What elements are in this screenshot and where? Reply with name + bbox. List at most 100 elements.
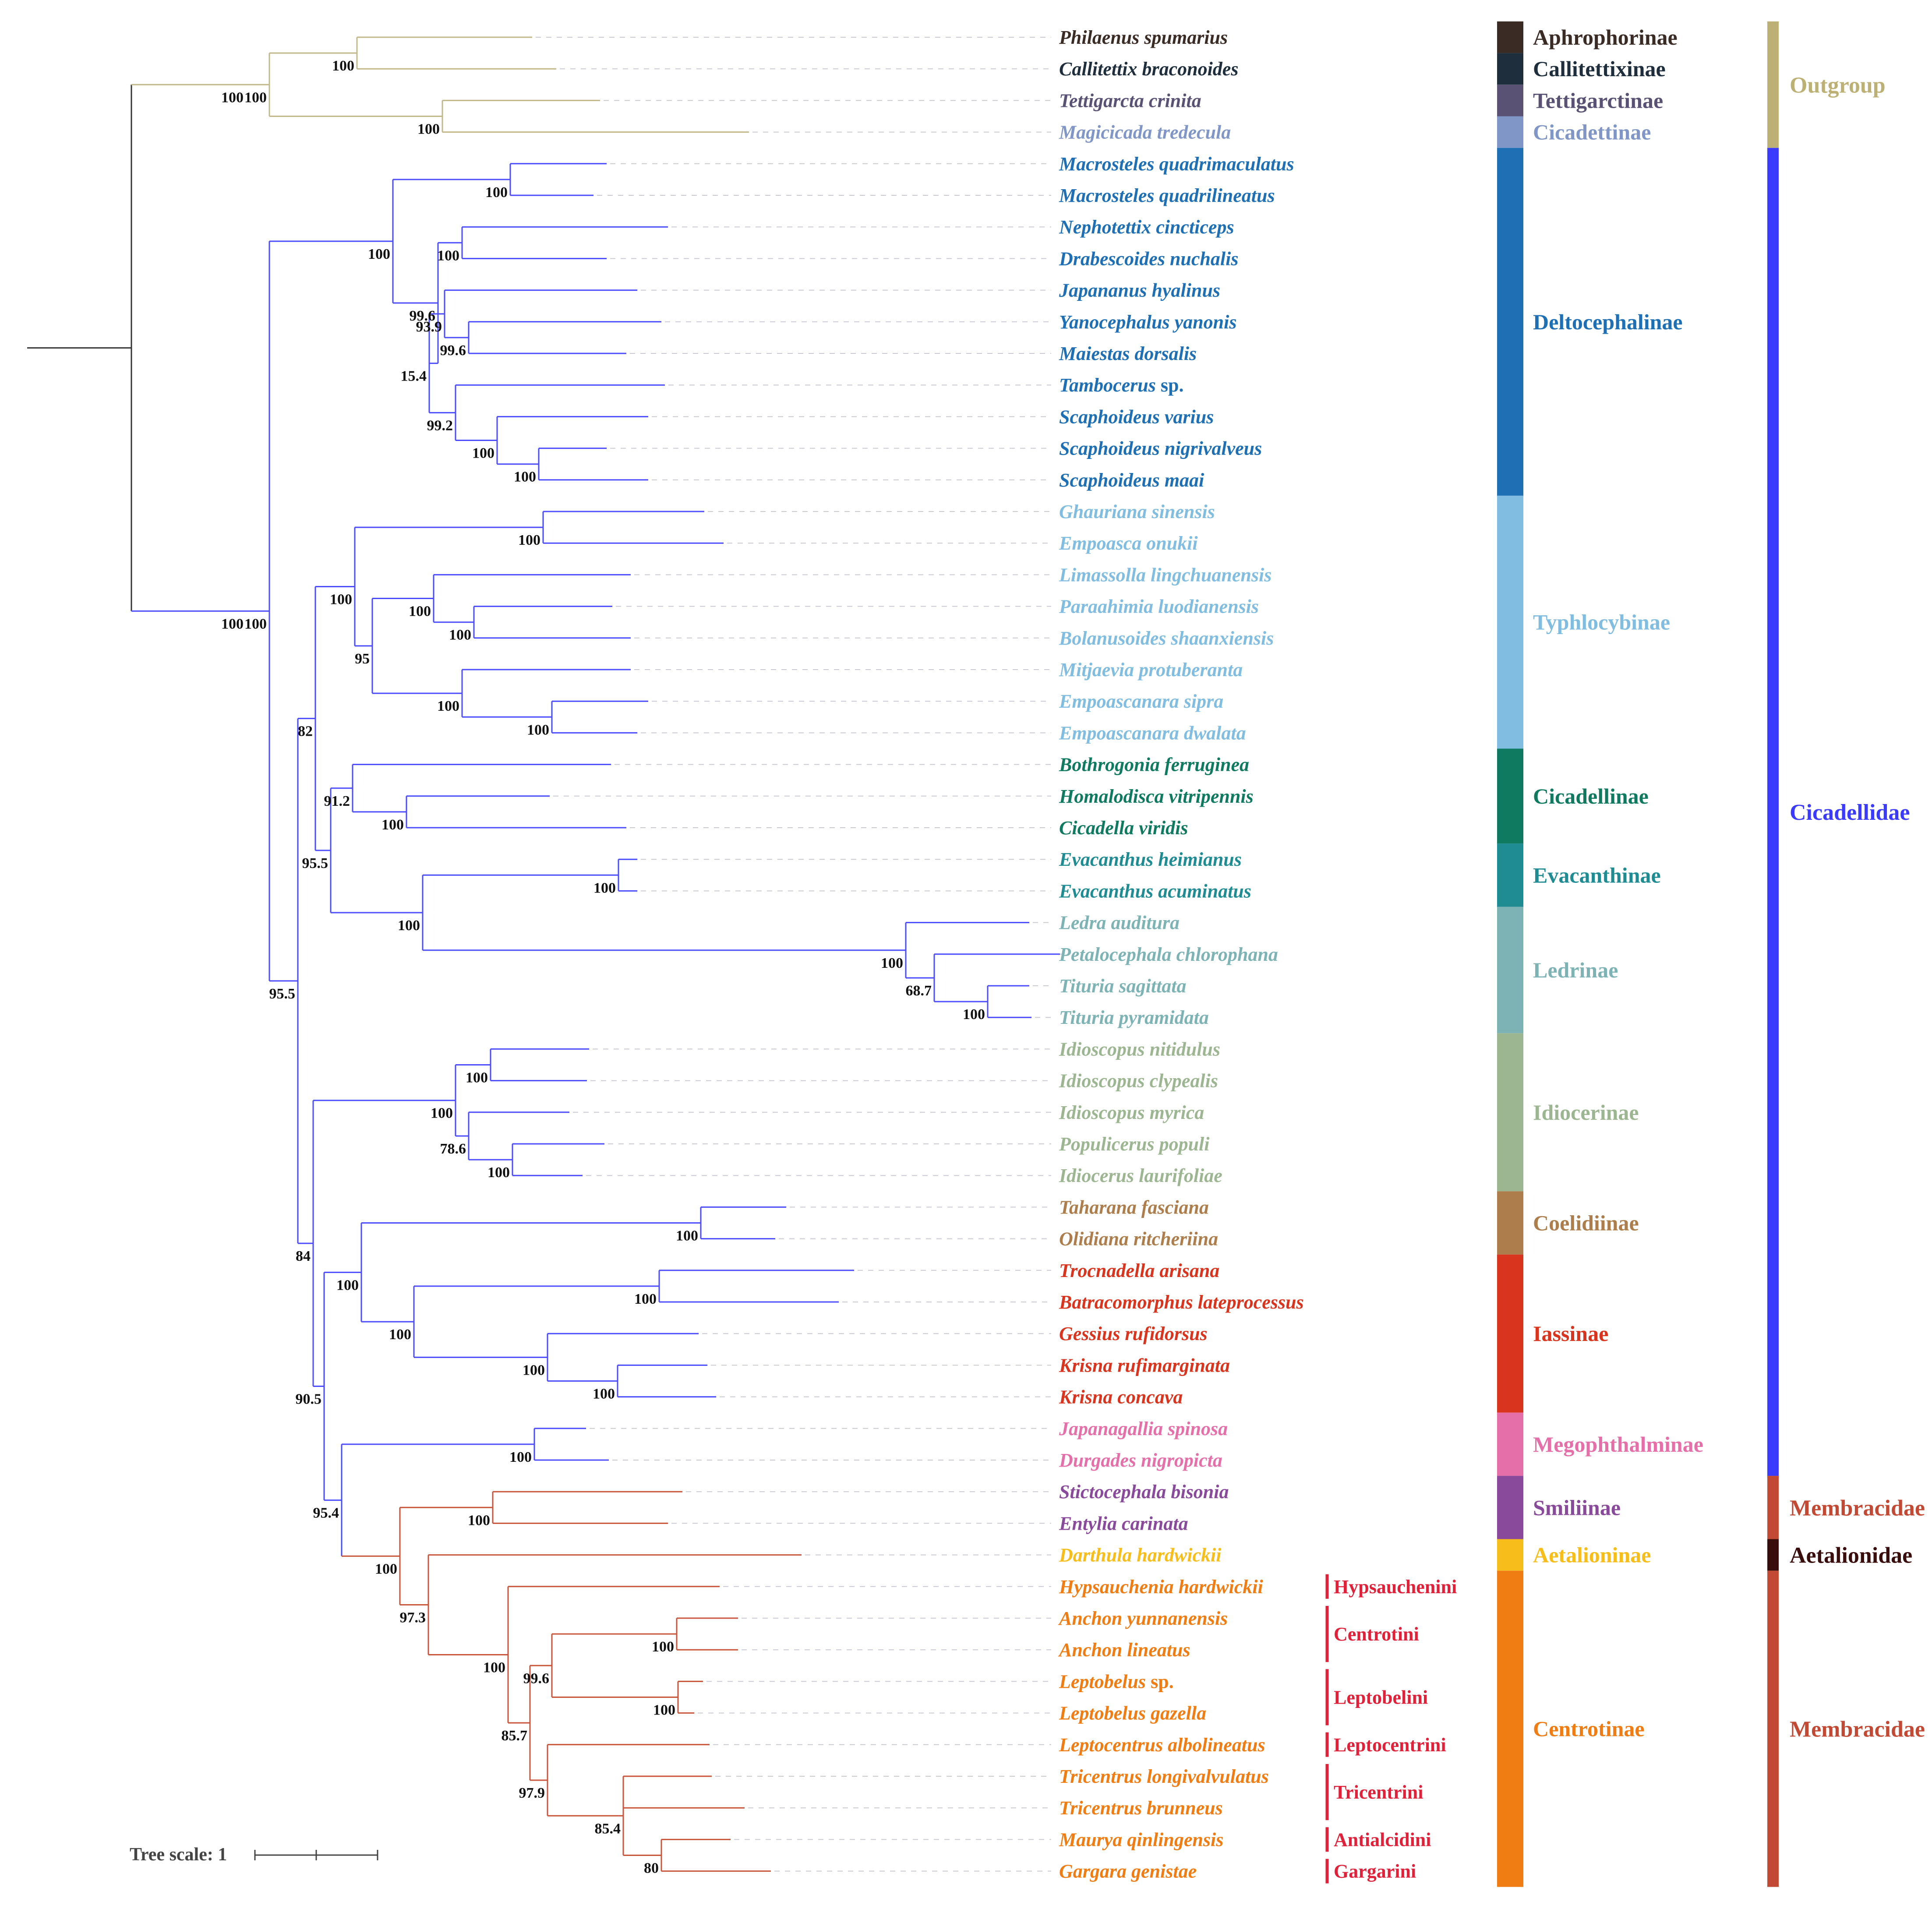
taxon-label: Tricentrus longivalvulatus bbox=[1059, 1766, 1269, 1787]
subfamily-label: Cicadellinae bbox=[1533, 784, 1649, 808]
support-value: 100 bbox=[381, 817, 404, 833]
support-values: 10010010010010099.693.910010099.215.499.… bbox=[221, 58, 985, 1876]
support-value: 100 bbox=[437, 247, 459, 264]
support-value: 100 bbox=[336, 1277, 359, 1293]
taxon-name: Krisna rufimarginata bbox=[1059, 1355, 1230, 1376]
subfamily-band bbox=[1497, 495, 1523, 749]
taxon-label: Callitettix braconoides bbox=[1059, 58, 1238, 80]
taxon-name: Callitettix braconoides bbox=[1059, 58, 1238, 80]
subfamily-label: Idiocerinae bbox=[1533, 1100, 1639, 1125]
taxon-name: Leptocentrus albolineatus bbox=[1059, 1734, 1265, 1756]
taxon-name: Anchon lineatus bbox=[1058, 1639, 1190, 1661]
taxon-name: Macrosteles quadrilineatus bbox=[1059, 185, 1275, 206]
taxon-label: Krisna concava bbox=[1059, 1386, 1183, 1408]
tribe-label: Centrotini bbox=[1334, 1623, 1419, 1645]
taxon-name: Batracomorphus lateprocessus bbox=[1059, 1291, 1304, 1313]
support-value: 95.5 bbox=[269, 986, 296, 1002]
taxon-name: Scaphoideus nigrivalveus bbox=[1059, 438, 1262, 459]
subfamily-band bbox=[1497, 843, 1523, 907]
subfamily-label: Typhlocybinae bbox=[1533, 610, 1670, 635]
taxon-name: Populicerus populi bbox=[1059, 1133, 1210, 1155]
taxon-label: Empoascanara sipra bbox=[1059, 691, 1223, 712]
taxon-name: Evacanthus acuminatus bbox=[1059, 880, 1251, 902]
support-value: 100 bbox=[244, 616, 267, 632]
subfamily-band bbox=[1497, 116, 1523, 148]
tribe-label: Antialcidini bbox=[1334, 1829, 1431, 1850]
taxon-name: Empoascanara sipra bbox=[1059, 691, 1223, 712]
support-value: 15.4 bbox=[401, 368, 427, 385]
support-value: 100 bbox=[652, 1639, 674, 1655]
taxon-label: Maurya qinlingensis bbox=[1059, 1829, 1223, 1850]
taxon-label: Stictocephala bisonia bbox=[1059, 1481, 1229, 1503]
taxon-label: Leptobelus gazella bbox=[1059, 1703, 1206, 1724]
support-value: 100 bbox=[527, 722, 549, 738]
support-value: 100 bbox=[449, 627, 471, 643]
support-value: 100 bbox=[431, 1105, 453, 1122]
support-value: 100 bbox=[417, 121, 440, 138]
taxon-name: Paraahimia luodianensis bbox=[1059, 596, 1259, 617]
taxon-label: Idioscopus nitidulus bbox=[1059, 1038, 1220, 1060]
tree-branches bbox=[27, 36, 1060, 1872]
subfamily-band bbox=[1497, 1033, 1523, 1192]
clade-strip: Outgroup Cicadellidae Membracidae Aetalioni… bbox=[1767, 21, 1925, 1887]
taxon-label: Durgades nigropicta bbox=[1059, 1450, 1222, 1471]
taxon-name: Trocnadella arisana bbox=[1059, 1260, 1219, 1281]
support-value: 100 bbox=[881, 955, 903, 971]
taxon-label: Petalocephala chlorophana bbox=[1059, 944, 1278, 965]
subfamily-label: Aphrophorinae bbox=[1533, 25, 1678, 49]
taxon-name: Olidiana ritcheriina bbox=[1059, 1228, 1218, 1250]
taxon-name: Empoasca onukii bbox=[1059, 533, 1198, 554]
subfamily-strip: Aphrophorinae Callitettixinae Tettigarctin… bbox=[1497, 21, 1703, 1887]
subfamily-band bbox=[1497, 21, 1523, 53]
taxon-name: Ghauriana sinensis bbox=[1059, 501, 1215, 522]
subfamily-label: Coelidiinae bbox=[1533, 1211, 1639, 1235]
taxon-name: Scaphoideus maai bbox=[1059, 469, 1204, 491]
subfamily-label: Aetalioninae bbox=[1533, 1543, 1651, 1567]
support-value: 100 bbox=[398, 917, 420, 934]
support-value: 97.3 bbox=[400, 1610, 426, 1626]
subfamily-band bbox=[1497, 53, 1523, 85]
taxon-name: Drabescoides nuchalis bbox=[1059, 248, 1238, 269]
taxon-name: Leptobelus bbox=[1059, 1671, 1146, 1692]
taxon-label: Olidiana ritcheriina bbox=[1059, 1228, 1218, 1250]
subfamily-band bbox=[1497, 1539, 1523, 1571]
taxon-name: Maurya qinlingensis bbox=[1059, 1829, 1223, 1850]
subfamily-label: Deltocephalinae bbox=[1533, 310, 1683, 334]
taxon-label: Tettigarcta crinita bbox=[1059, 90, 1201, 111]
support-value: 100 bbox=[634, 1291, 657, 1307]
taxon-label: Hypsauchenia hardwickii bbox=[1059, 1576, 1263, 1598]
taxon-name: Tituria pyramidata bbox=[1059, 1007, 1209, 1028]
tribe-label: Tricentrini bbox=[1334, 1782, 1423, 1803]
support-value: 68.7 bbox=[906, 983, 932, 999]
taxon-name: Gessius rufidorsus bbox=[1059, 1323, 1208, 1344]
taxon-label: Batracomorphus lateprocessus bbox=[1059, 1291, 1304, 1313]
clade-band bbox=[1767, 1476, 1779, 1539]
clade-band bbox=[1767, 1570, 1779, 1887]
support-value: 100 bbox=[221, 616, 244, 632]
taxon-name: Bolanusoides shaanxiensis bbox=[1059, 628, 1274, 649]
support-value: 100 bbox=[509, 1449, 532, 1465]
taxon-name: Maiestas dorsalis bbox=[1059, 343, 1197, 364]
taxon-label: Evacanthus heimianus bbox=[1059, 849, 1242, 870]
taxon-label: Japananus hyalinus bbox=[1059, 280, 1220, 301]
tribe-label: Hypsauchenini bbox=[1334, 1576, 1457, 1598]
taxon-name: Tricentrus brunneus bbox=[1059, 1797, 1223, 1819]
taxon-label: Taharana fasciana bbox=[1059, 1196, 1209, 1218]
support-value: 100 bbox=[437, 698, 459, 714]
taxon-name: Cicadella viridis bbox=[1059, 817, 1188, 839]
taxon-name: Tituria sagittata bbox=[1059, 975, 1187, 997]
taxon-label: Japanagallia spinosa bbox=[1059, 1418, 1228, 1439]
subfamily-band bbox=[1497, 1570, 1523, 1887]
support-value: 100 bbox=[487, 1164, 510, 1181]
taxon-name: Philaenus spumarius bbox=[1059, 27, 1228, 48]
support-value: 100 bbox=[244, 89, 267, 106]
taxon-label: Trocnadella arisana bbox=[1059, 1260, 1219, 1281]
support-value: 100 bbox=[676, 1228, 698, 1244]
taxon-suffix: sp. bbox=[1146, 1671, 1174, 1692]
tribe-annotations: Hypsauchenini Centrotini Leptobelini Leptoc… bbox=[1325, 1574, 1457, 1884]
taxon-name: Gargara genistae bbox=[1059, 1861, 1197, 1882]
support-value: 80 bbox=[644, 1860, 659, 1877]
subfamily-band bbox=[1497, 1191, 1523, 1255]
support-value: 82 bbox=[298, 723, 313, 740]
taxon-name: Nephotettix cincticeps bbox=[1059, 216, 1234, 238]
